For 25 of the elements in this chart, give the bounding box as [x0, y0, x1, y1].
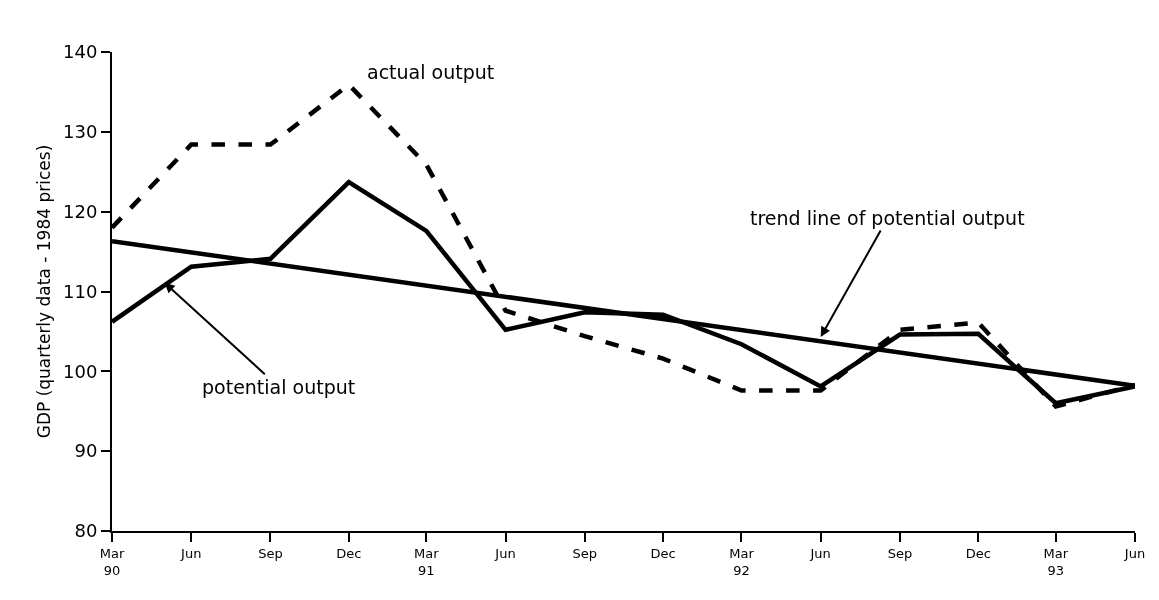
- x-tick-label: Dec: [336, 545, 362, 561]
- x-tick-label: Mar 90: [99, 545, 125, 578]
- x-tick-label: Sep: [887, 545, 913, 561]
- y-tick-label: 100: [63, 360, 98, 382]
- x-tick-label: Jun: [1123, 545, 1146, 561]
- annotation: potential output: [202, 376, 356, 398]
- x-tick-label: Sep: [258, 545, 283, 561]
- y-tick-label: 130: [63, 121, 98, 143]
- x-tick-label: Sep: [572, 545, 598, 561]
- x-tick-label: Dec: [650, 545, 676, 561]
- annotation: trend line of potential output: [750, 207, 1025, 229]
- x-tick-label: Mar 93: [1043, 545, 1069, 578]
- annotation: actual output: [367, 61, 495, 83]
- x-tick-label: Mar 91: [414, 545, 440, 578]
- x-tick-label: Jun: [809, 545, 831, 561]
- x-tick-label: Mar 92: [729, 545, 755, 578]
- y-tick-label: 110: [63, 280, 98, 302]
- y-tick-label: 80: [74, 520, 98, 542]
- x-tick-label: Dec: [965, 545, 991, 561]
- y-tick-label: 140: [63, 41, 98, 63]
- y-tick-label: 90: [74, 440, 98, 462]
- x-tick-label: Jun: [494, 545, 516, 561]
- y-axis-title: GDP (quarterly data - 1984 prices): [34, 144, 55, 439]
- x-tick-label: Jun: [180, 545, 202, 561]
- y-tick-label: 120: [63, 200, 98, 222]
